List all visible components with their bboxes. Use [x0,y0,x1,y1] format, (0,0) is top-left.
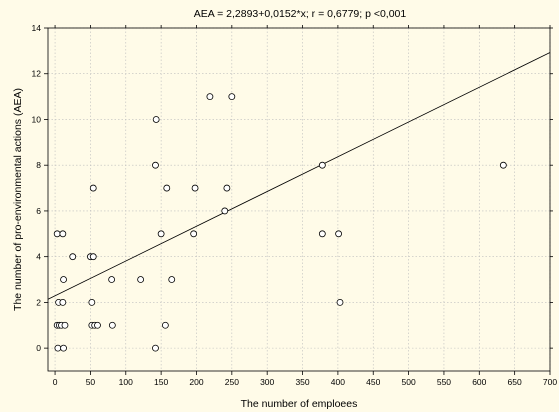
data-point [108,276,116,283]
y-tick-label: 4 [36,252,41,262]
data-point [318,230,326,238]
data-point [94,321,101,329]
data-point [190,230,198,238]
x-tick-label: 300 [260,377,274,387]
grid-layer [48,27,551,371]
data-point [221,207,229,215]
y-tick-label: 8 [36,160,41,170]
y-tick-label: 14 [32,23,42,33]
data-point [152,116,160,123]
data-point [108,321,116,329]
plot-frame [47,27,551,372]
data-point [137,276,145,283]
x-tick-label: 50 [86,377,96,387]
x-tick-label: 650 [508,377,522,387]
data-point [163,184,171,192]
x-tick-label: 250 [225,377,239,387]
y-axis-title: The number of pro-environmental actions … [12,88,24,311]
data-point [152,161,159,169]
points-layer [53,93,507,352]
x-tick-label: 350 [295,377,309,387]
y-tick-label: 2 [36,297,41,307]
data-point [191,184,199,192]
regression-line [47,52,551,300]
x-axis-title: The number of emploees [241,398,358,410]
data-point [499,161,507,169]
data-point [61,321,69,329]
data-point [88,298,96,306]
y-tick-label: 10 [32,114,42,124]
data-point [206,93,214,100]
y-tick-label: 0 [36,343,41,353]
data-point [336,298,344,306]
data-point [168,276,176,283]
x-tick-label: 200 [189,377,203,387]
chart-title: AEA = 2,2893+0,0152*x; r = 0,6779; p <0,… [194,8,407,20]
x-tick-label: 450 [366,377,380,387]
data-point [335,230,342,238]
data-point [59,298,67,306]
data-point [157,230,165,238]
tick-layer: 0 50 100 150 200 250 300 350 400 450 500 550 600 650 7… [32,23,558,387]
x-tick-label: 100 [119,377,133,387]
x-tick-label: 700 [543,377,557,387]
x-tick-label: 600 [472,377,486,387]
data-point [161,321,169,329]
data-point [59,230,67,238]
data-point [223,184,231,192]
y-tick-label: 12 [32,69,42,79]
data-point [89,253,97,261]
data-point [54,344,62,352]
data-point [53,230,61,238]
data-point [228,93,236,100]
data-point [69,253,77,261]
data-point [89,184,97,192]
x-tick-label: 150 [154,377,168,387]
data-point [60,276,67,283]
data-point [152,344,159,352]
y-tick-label: 6 [36,206,41,216]
x-tick-label: 550 [437,377,451,387]
x-tick-label: 500 [401,377,415,387]
data-point [318,161,326,169]
data-point [60,344,67,352]
x-tick-label: 400 [331,377,345,387]
x-tick-label: 0 [53,377,58,387]
